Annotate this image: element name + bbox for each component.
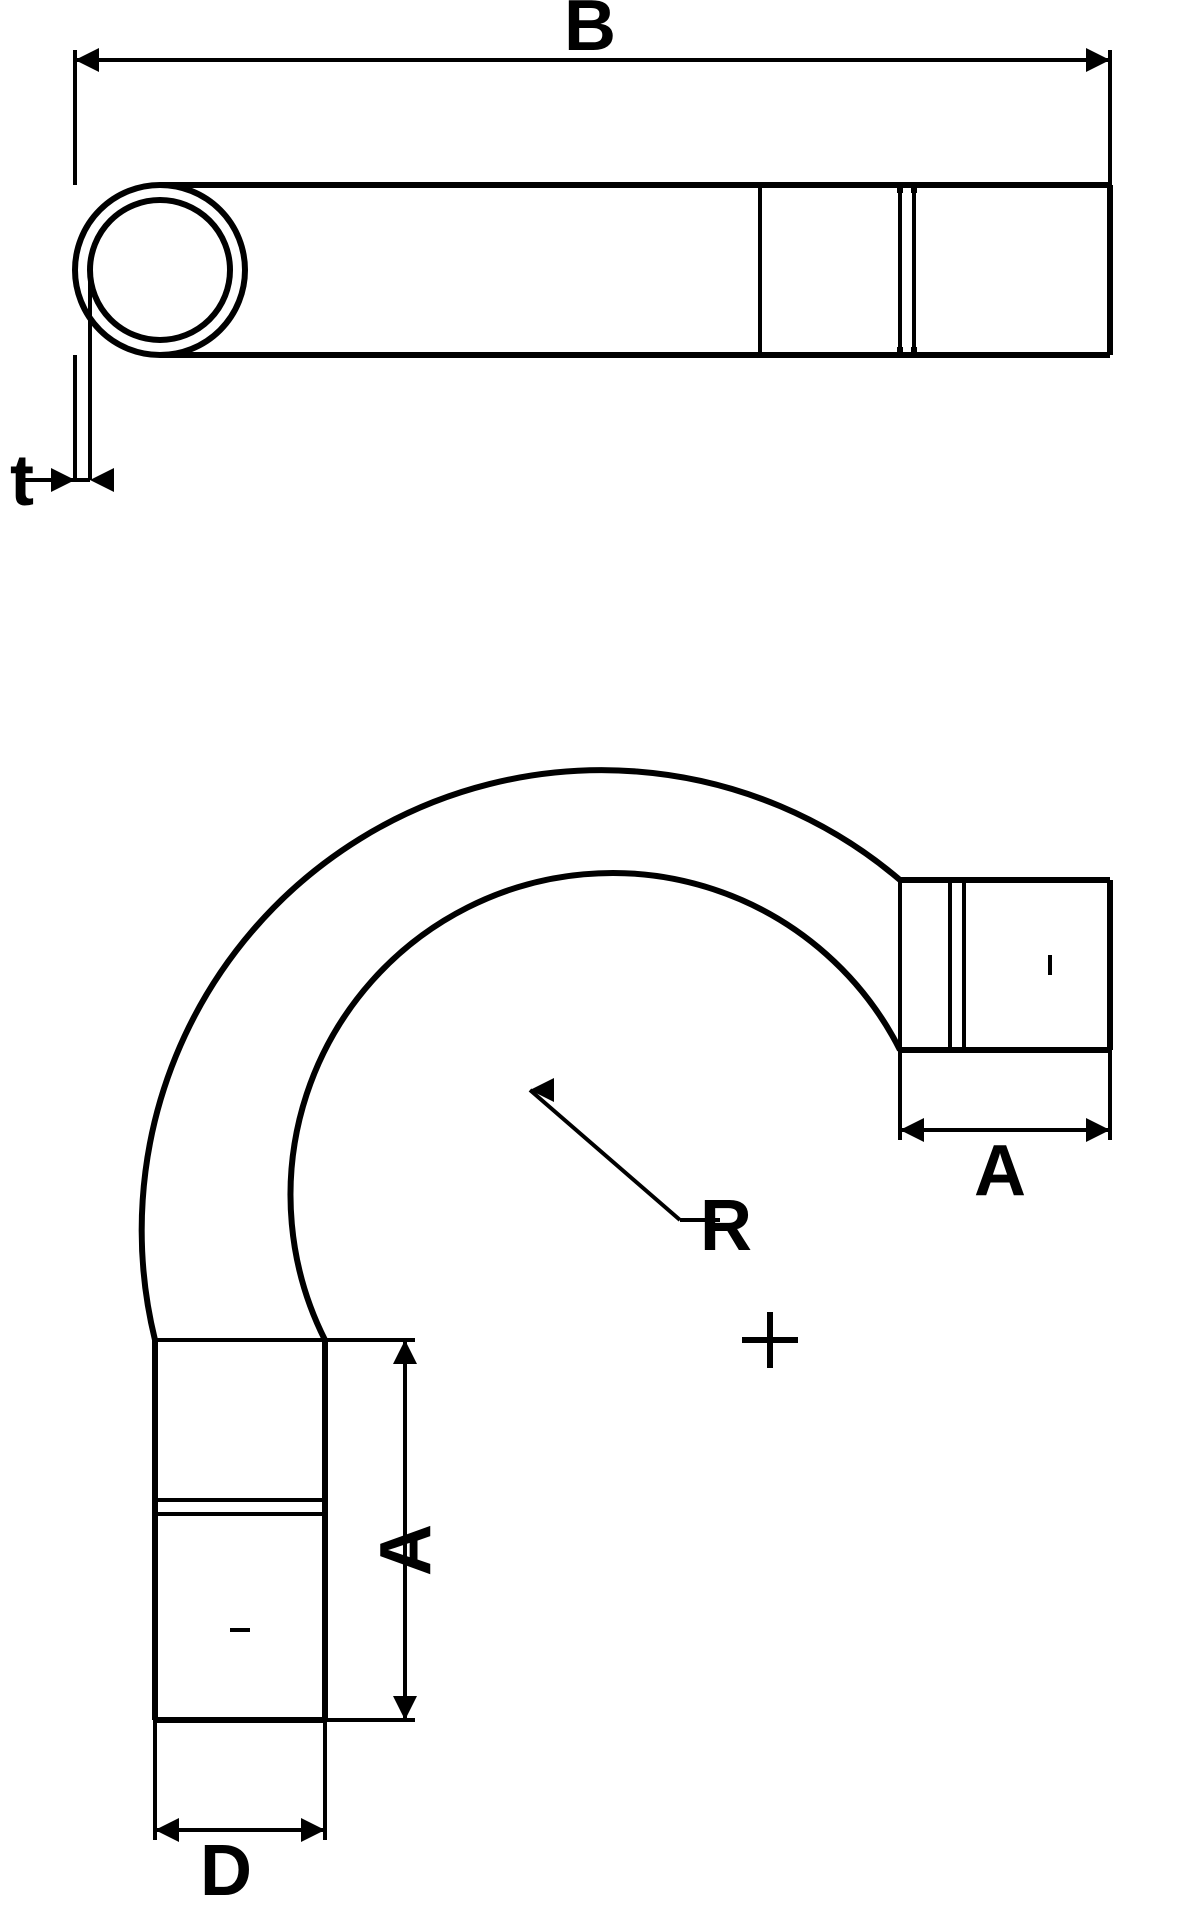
dim-label-B: B	[564, 0, 616, 66]
dim-label-t: t	[10, 441, 34, 521]
dim-label-D: D	[200, 1831, 252, 1911]
top-view	[75, 185, 1110, 355]
elbow-view	[142, 770, 1110, 1720]
dim-label-R: R	[700, 1186, 752, 1266]
dim-label-A-left: A	[366, 1524, 446, 1576]
dim-label-A-right: A	[974, 1131, 1026, 1211]
technical-drawing: Bt A A D R	[0, 0, 1200, 1924]
